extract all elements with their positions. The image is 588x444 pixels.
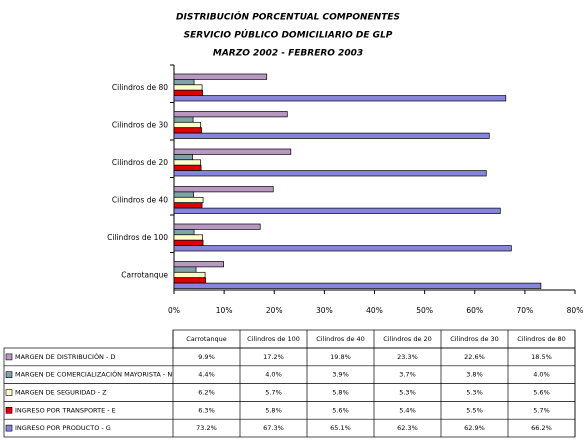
bar xyxy=(173,170,487,177)
x-tick-label: 80% xyxy=(567,306,584,315)
x-tick-label: 40% xyxy=(366,306,383,315)
table-cell: 23.3% xyxy=(397,353,418,361)
bar xyxy=(173,234,203,241)
table-cell: 3.7% xyxy=(399,371,416,379)
y-tick-label: Cilindros de 100 xyxy=(107,233,168,242)
table-cell: 5.8% xyxy=(332,389,349,397)
table-cell: 17.2% xyxy=(263,353,284,361)
table-cell: 18.5% xyxy=(531,353,552,361)
legend-key xyxy=(5,353,13,361)
legend-key xyxy=(5,424,13,432)
legend-key xyxy=(5,406,13,414)
legend-key xyxy=(5,371,13,379)
table-header: Cilindros de 80 xyxy=(517,335,566,343)
table-cell: 5.6% xyxy=(332,406,349,414)
bar xyxy=(173,282,542,289)
bar xyxy=(173,202,203,209)
x-tick-label: 70% xyxy=(517,306,534,315)
chart-title: SERVICIO PÚBLICO DOMICILIARIO DE GLP xyxy=(184,29,393,41)
bar xyxy=(173,239,204,246)
bar xyxy=(173,266,197,273)
bar xyxy=(173,223,261,230)
bar xyxy=(173,271,206,279)
table-cell: 4.4% xyxy=(198,371,215,379)
bar xyxy=(173,186,274,193)
table-cell: 22.6% xyxy=(464,353,485,361)
bar xyxy=(173,89,203,96)
x-tick-label: 60% xyxy=(466,306,483,315)
legend-label: MARGEN DE SEGURIDAD - Z xyxy=(15,389,107,397)
x-tick-label: 30% xyxy=(316,306,333,315)
bar xyxy=(173,277,206,284)
table-cell: 6.2% xyxy=(198,389,215,397)
legend-label: MARGEN DE COMERCIALIZACIÓN MAYORISTA - N xyxy=(15,370,172,379)
bar xyxy=(173,111,288,118)
table-cell: 5.4% xyxy=(399,406,416,414)
table-cell: 6.3% xyxy=(198,406,215,414)
table-cell: 5.8% xyxy=(265,406,282,414)
table-cell: 65.1% xyxy=(330,424,351,432)
chart-title: MARZO 2002 - FEBRERO 2003 xyxy=(213,49,363,59)
table-cell: 5.3% xyxy=(466,389,483,397)
table-cell: 62.3% xyxy=(397,424,418,432)
y-tick-label: Carrotanque xyxy=(121,270,168,279)
table-header: Cilindros de 20 xyxy=(383,335,432,343)
table-cell: 73.2% xyxy=(196,424,217,432)
legend-label: MARGEN DE DISTRIBUCIÓN - D xyxy=(15,352,115,361)
bar xyxy=(173,121,201,129)
bar xyxy=(173,73,268,80)
table-cell: 19.8% xyxy=(330,353,351,361)
y-tick-label: Cilindros de 40 xyxy=(112,195,168,204)
table-cell: 5.6% xyxy=(533,389,550,397)
y-tick-label: Cilindros de 20 xyxy=(112,158,168,167)
x-tick-label: 20% xyxy=(266,306,283,315)
bar xyxy=(173,164,202,171)
bar xyxy=(173,116,194,123)
table-cell: 9.9% xyxy=(198,353,215,361)
bar xyxy=(173,229,195,236)
bar xyxy=(173,148,292,155)
bar xyxy=(173,79,195,86)
table-cell: 3.9% xyxy=(332,371,349,379)
table-cell: 5.5% xyxy=(466,406,483,414)
table-header: Cilindros de 40 xyxy=(316,335,365,343)
bar xyxy=(173,191,194,198)
chart-title: DISTRIBUCIÓN PORCENTUAL COMPONENTES xyxy=(176,11,400,23)
table-cell: 5.7% xyxy=(265,389,282,397)
bar xyxy=(173,154,193,161)
bar xyxy=(173,127,202,134)
table-cell: 5.3% xyxy=(399,389,416,397)
table-cell: 4.0% xyxy=(533,371,550,379)
bar xyxy=(173,95,507,102)
table-cell: 62.9% xyxy=(464,424,485,432)
bar xyxy=(173,84,203,91)
bar xyxy=(173,245,512,252)
bar xyxy=(173,132,490,139)
bar xyxy=(173,261,224,268)
y-tick-label: Cilindros de 80 xyxy=(112,83,168,92)
x-tick-label: 0% xyxy=(168,306,180,315)
x-tick-label: 10% xyxy=(216,306,233,315)
bar xyxy=(173,196,204,204)
bar xyxy=(173,159,201,166)
legend-key xyxy=(5,389,13,396)
table-header: Carrotanque xyxy=(186,335,226,343)
bar xyxy=(173,207,501,214)
table-cell: 67.3% xyxy=(263,424,284,432)
table-cell: 3.8% xyxy=(466,371,483,379)
legend-label: INGRESO POR PRODUCTO - G xyxy=(15,424,111,432)
legend-label: INGRESO POR TRANSPORTE - E xyxy=(15,406,116,414)
table-cell: 66.2% xyxy=(531,424,552,432)
table-cell: 5.7% xyxy=(533,406,550,414)
table-cell: 4.0% xyxy=(265,371,282,379)
x-tick-label: 50% xyxy=(416,306,433,315)
y-tick-label: Cilindros de 30 xyxy=(112,120,168,129)
table-header: Cilindros de 30 xyxy=(450,335,499,343)
table-header: Cilindros de 100 xyxy=(247,335,300,343)
